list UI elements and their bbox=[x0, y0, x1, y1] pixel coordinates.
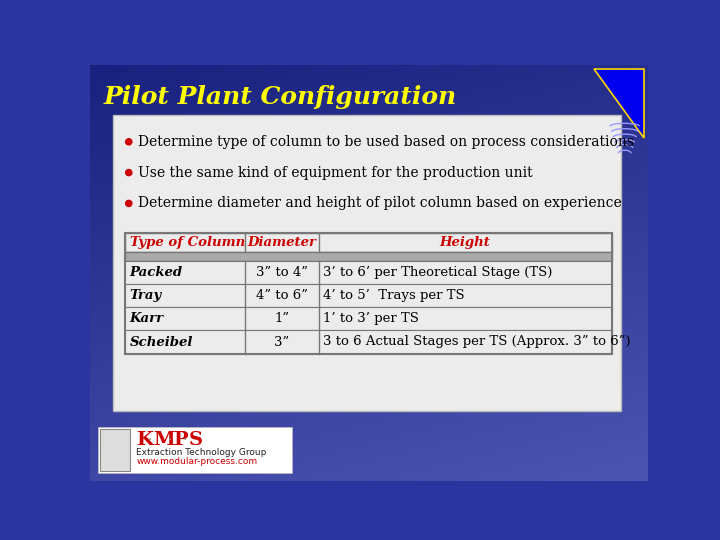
Text: 1”: 1” bbox=[274, 313, 289, 326]
Text: 3’ to 6’ per Theoretical Stage (TS): 3’ to 6’ per Theoretical Stage (TS) bbox=[323, 266, 553, 279]
Text: 3” to 4”: 3” to 4” bbox=[256, 266, 308, 279]
Text: www.modular-process.com: www.modular-process.com bbox=[137, 457, 258, 466]
Text: Determine diameter and height of pilot column based on experience: Determine diameter and height of pilot c… bbox=[138, 197, 622, 211]
Text: Packed: Packed bbox=[130, 266, 183, 279]
Text: Karr: Karr bbox=[130, 313, 163, 326]
Text: P: P bbox=[173, 431, 187, 449]
Circle shape bbox=[126, 170, 132, 176]
Text: 4” to 6”: 4” to 6” bbox=[256, 289, 308, 302]
Text: 3”: 3” bbox=[274, 335, 289, 348]
Circle shape bbox=[126, 200, 132, 206]
Circle shape bbox=[126, 139, 132, 145]
Text: S: S bbox=[189, 431, 202, 449]
FancyBboxPatch shape bbox=[125, 252, 611, 261]
Text: Extraction Technology Group: Extraction Technology Group bbox=[137, 448, 267, 457]
FancyBboxPatch shape bbox=[125, 261, 611, 284]
Text: Tray: Tray bbox=[130, 289, 162, 302]
FancyBboxPatch shape bbox=[125, 284, 611, 307]
FancyBboxPatch shape bbox=[125, 330, 611, 354]
Text: Pilot Plant Configuration: Pilot Plant Configuration bbox=[104, 85, 457, 109]
Text: M: M bbox=[153, 431, 175, 449]
Text: Diameter: Diameter bbox=[247, 236, 316, 249]
Text: Scheibel: Scheibel bbox=[130, 335, 193, 348]
Polygon shape bbox=[594, 69, 644, 138]
Text: 1’ to 3’ per TS: 1’ to 3’ per TS bbox=[323, 313, 419, 326]
Text: Type of Column: Type of Column bbox=[130, 236, 245, 249]
FancyBboxPatch shape bbox=[125, 307, 611, 330]
FancyBboxPatch shape bbox=[113, 115, 621, 411]
Text: 4’ to 5’  Trays per TS: 4’ to 5’ Trays per TS bbox=[323, 289, 465, 302]
Text: Determine type of column to be used based on process considerations: Determine type of column to be used base… bbox=[138, 135, 634, 149]
Text: Height: Height bbox=[440, 236, 490, 249]
FancyBboxPatch shape bbox=[125, 233, 611, 252]
Text: Use the same kind of equipment for the production unit: Use the same kind of equipment for the p… bbox=[138, 166, 533, 180]
Text: ·: · bbox=[148, 433, 153, 447]
Text: ·: · bbox=[168, 433, 172, 447]
FancyBboxPatch shape bbox=[100, 429, 130, 470]
Text: K: K bbox=[137, 431, 153, 449]
Text: 3 to 6 Actual Stages per TS (Approx. 3” to 6”): 3 to 6 Actual Stages per TS (Approx. 3” … bbox=[323, 335, 631, 348]
Text: ·: · bbox=[183, 433, 187, 447]
FancyBboxPatch shape bbox=[98, 427, 292, 473]
